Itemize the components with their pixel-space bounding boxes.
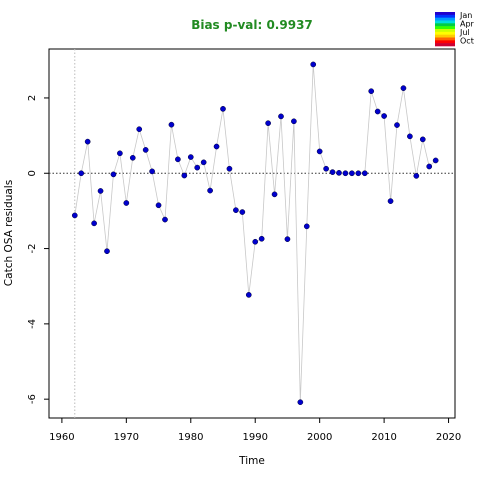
residual-point [117, 150, 123, 157]
y-tick-label: 0 [27, 170, 38, 176]
residual-point [207, 187, 213, 194]
residual-point [381, 113, 387, 119]
legend-label: Apr [460, 20, 475, 29]
residual-point [316, 148, 323, 155]
legend-color-band [435, 29, 455, 33]
residual-point [400, 85, 407, 92]
legend-color-band [435, 23, 455, 27]
residual-point [426, 163, 433, 170]
y-axis: -6 -4 -2 0 2 [27, 95, 49, 404]
residual-point [419, 136, 426, 143]
residual-point [162, 216, 168, 223]
x-axis-title: Time [238, 455, 265, 467]
plot-frame [48, 48, 456, 419]
residual-point [97, 188, 104, 194]
chart-title: Bias p-val: 0.9937 [191, 18, 313, 32]
residual-point [342, 170, 349, 177]
residual-point [78, 170, 85, 177]
residual-point [252, 238, 259, 245]
residual-point [187, 154, 194, 160]
residual-point [123, 200, 130, 206]
residual-point [329, 169, 336, 175]
x-tick-label: 1980 [178, 432, 203, 443]
residual-point [110, 171, 117, 178]
residual-point [168, 121, 175, 128]
y-tick-label: -4 [27, 319, 38, 329]
residual-point [129, 154, 136, 161]
x-tick-label: 2010 [371, 432, 396, 443]
residual-point [136, 126, 143, 133]
residual-point [104, 248, 110, 255]
residual-point [323, 165, 329, 172]
residual-point [84, 138, 91, 145]
residual-point [91, 220, 97, 227]
residual-point [233, 207, 239, 214]
residual-point [291, 118, 297, 125]
x-tick-label: 1960 [49, 432, 74, 443]
residual-point [175, 156, 181, 163]
legend-color-band [435, 20, 455, 24]
residual-point [387, 198, 394, 204]
residual-point [213, 143, 220, 150]
residual-point [297, 399, 304, 406]
x-axis: 1960 1970 1980 1990 2000 2010 2020 [49, 418, 461, 443]
residual-point [239, 209, 246, 215]
residual-point [349, 170, 355, 177]
residual-point [310, 61, 317, 68]
residual-point [194, 164, 201, 171]
residual-point [149, 168, 155, 175]
residual-point [258, 235, 265, 242]
residual-points [71, 61, 439, 406]
y-axis-title: Catch OSA residuals [3, 180, 15, 286]
legend-color-band [435, 26, 455, 30]
legend-color-band [435, 40, 455, 44]
y-tick-label: -6 [27, 394, 38, 404]
residual-point [265, 120, 271, 127]
residual-point [155, 202, 162, 209]
x-tick-label: 1970 [114, 432, 139, 443]
y-tick-label: 2 [27, 95, 38, 101]
legend-label: Jul [459, 28, 470, 37]
legend-label: Jan [459, 11, 472, 20]
residual-point [284, 236, 291, 242]
residual-point [374, 108, 381, 115]
legend-color-band [435, 14, 455, 18]
residual-point [71, 212, 78, 219]
residual-point [355, 170, 362, 177]
legend-color-band [435, 31, 455, 35]
x-tick-label: 2000 [307, 432, 332, 443]
residual-point [368, 88, 375, 95]
residual-point [220, 106, 226, 112]
residual-point [278, 113, 284, 120]
residual-point [142, 147, 149, 153]
residual-point [181, 172, 188, 179]
residual-point [407, 133, 413, 140]
legend-color-band [435, 43, 455, 47]
residual-point [336, 170, 342, 176]
legend-color-band [435, 37, 455, 41]
residual-point [303, 223, 310, 230]
residual-point [271, 191, 278, 198]
legend-label: Oct [460, 37, 474, 46]
legend-color-band [435, 17, 455, 21]
y-tick-label: -2 [27, 244, 38, 254]
legend-color-band [435, 34, 455, 38]
residual-point [226, 165, 233, 172]
residual-point [200, 159, 207, 166]
residual-point [361, 170, 368, 177]
residual-point [413, 173, 420, 179]
residual-point [245, 292, 252, 298]
x-tick-label: 1990 [242, 432, 267, 443]
residual-point [394, 122, 400, 128]
residual-point [432, 157, 439, 164]
legend-color-band [435, 12, 455, 16]
x-tick-label: 2020 [436, 432, 461, 443]
